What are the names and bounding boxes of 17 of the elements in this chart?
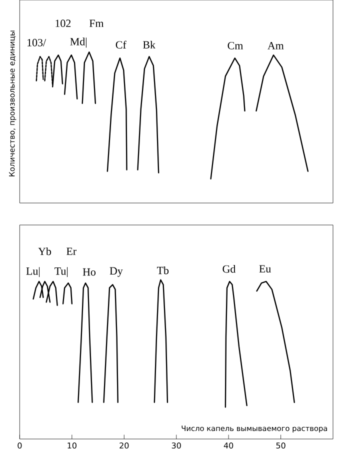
text: Am	[268, 42, 284, 50]
text: Fm	[89, 20, 104, 27]
text: 103/	[28, 38, 46, 46]
text: Cm	[228, 42, 243, 50]
text: Eu	[259, 265, 271, 273]
text: Dy	[110, 267, 123, 277]
text: Gd	[222, 265, 236, 273]
text: Tu|	[54, 267, 68, 278]
text: Md|	[70, 38, 86, 48]
text: Tb	[156, 266, 169, 274]
text: Ho	[82, 268, 96, 276]
text: Bk	[143, 40, 156, 48]
text: Lu|	[26, 267, 40, 278]
text: Er	[66, 248, 76, 255]
text: Yb	[38, 247, 52, 256]
text: 102	[56, 20, 71, 28]
text: Cf	[116, 40, 126, 49]
